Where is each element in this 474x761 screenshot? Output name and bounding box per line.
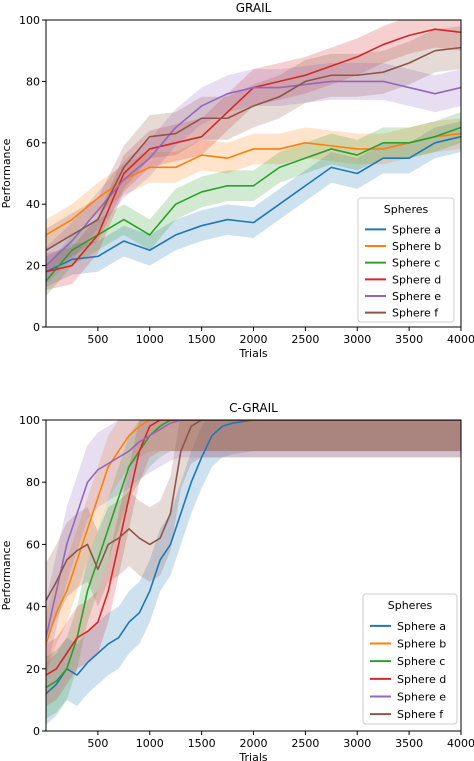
x-tick-label: 2500 — [291, 333, 319, 346]
chart-panel-2: C-GRAIL 0 20 40 60 80 100 500 1000 1500 2000 2500 30… — [0, 401, 474, 761]
series-band-b — [46, 118, 461, 251]
y-tick-label: 80 — [26, 75, 40, 88]
series-line-b — [46, 420, 461, 645]
legend-label-a: Sphere a — [397, 620, 446, 633]
x-tick-label: 2000 — [240, 333, 268, 346]
series-line-a — [46, 420, 461, 695]
legend-label-c: Sphere c — [397, 655, 445, 668]
y-tick-label: 100 — [19, 414, 40, 427]
x-tick-label: 1500 — [188, 333, 216, 346]
x-tick-label: 4000 — [447, 737, 474, 750]
plot-area — [46, 420, 461, 725]
legend-label-e: Sphere e — [397, 691, 446, 704]
y-tick-label: 100 — [19, 14, 40, 27]
y-tick-label: 60 — [26, 538, 40, 551]
legend: Spheres Sphere a Sphere b Sphere c Sphere d S… — [357, 197, 455, 323]
x-tick-label: 4000 — [447, 333, 474, 346]
series-band-d — [46, 420, 461, 707]
series-band-a — [46, 121, 461, 288]
legend-label-f: Sphere f — [392, 307, 439, 320]
x-axis-label: Trials — [238, 347, 267, 360]
y-tick-label: 60 — [26, 137, 40, 150]
chart-title: C-GRAIL — [229, 401, 278, 415]
y-tick-label: 20 — [26, 260, 40, 273]
y-tick-label: 40 — [26, 198, 40, 211]
series-line-c — [46, 420, 461, 689]
legend-title: Spheres — [388, 599, 433, 612]
x-tick-label: 1000 — [136, 737, 164, 750]
legend-title: Spheres — [384, 203, 429, 216]
legend-label-b: Sphere b — [397, 638, 446, 651]
x-tick-label: 3500 — [395, 333, 423, 346]
legend-label-d: Sphere d — [392, 273, 441, 286]
y-tick-label: 0 — [33, 321, 40, 334]
series-band-b — [46, 420, 461, 676]
x-tick-label: 500 — [87, 333, 108, 346]
series-line-f — [46, 46, 461, 251]
series-band-e — [46, 420, 461, 676]
y-tick-label: 0 — [33, 725, 40, 738]
legend-label-c: Sphere c — [392, 257, 440, 270]
series-line-a — [46, 135, 461, 273]
x-tick-label: 3000 — [343, 737, 371, 750]
series-line-c — [46, 126, 461, 282]
series-line-f — [46, 420, 461, 601]
x-tick-label: 1500 — [188, 737, 216, 750]
series-band-a — [46, 420, 461, 725]
x-axis-label: Trials — [238, 751, 267, 761]
x-tick-label: 500 — [87, 737, 108, 750]
series-line-d — [46, 420, 461, 676]
legend-label-a: Sphere a — [392, 223, 441, 236]
y-tick-label: 80 — [26, 476, 40, 489]
legend-label-e: Sphere e — [392, 290, 441, 303]
chart-title: GRAIL — [236, 1, 272, 15]
series-band-e — [46, 62, 461, 285]
x-tick-label: 3500 — [395, 737, 423, 750]
x-tick-label: 1000 — [136, 333, 164, 346]
y-tick-label: 40 — [26, 601, 40, 614]
x-tick-label: 3000 — [343, 333, 371, 346]
series-line-e — [46, 420, 461, 638]
plot-area — [46, 20, 461, 297]
x-tick-label: 2500 — [291, 737, 319, 750]
series-band-c — [46, 420, 461, 719]
x-tick-label: 2000 — [240, 737, 268, 750]
chart-panel-1: GRAIL 0 20 40 60 80 100 500 1000 1500 2000 2500 3000… — [0, 1, 474, 360]
y-axis-label: Performance — [0, 540, 13, 610]
legend-label-f: Sphere f — [397, 708, 444, 721]
legend-label-d: Sphere d — [397, 673, 446, 686]
series-band-f — [46, 26, 461, 272]
legend-label-b: Sphere b — [392, 240, 441, 253]
series-line-e — [46, 80, 461, 267]
series-band-d — [46, 20, 461, 291]
y-axis-label: Performance — [0, 138, 13, 208]
y-tick-label: 20 — [26, 663, 40, 676]
legend: Spheres Sphere a Sphere b Sphere c Sphere d S… — [362, 593, 458, 725]
